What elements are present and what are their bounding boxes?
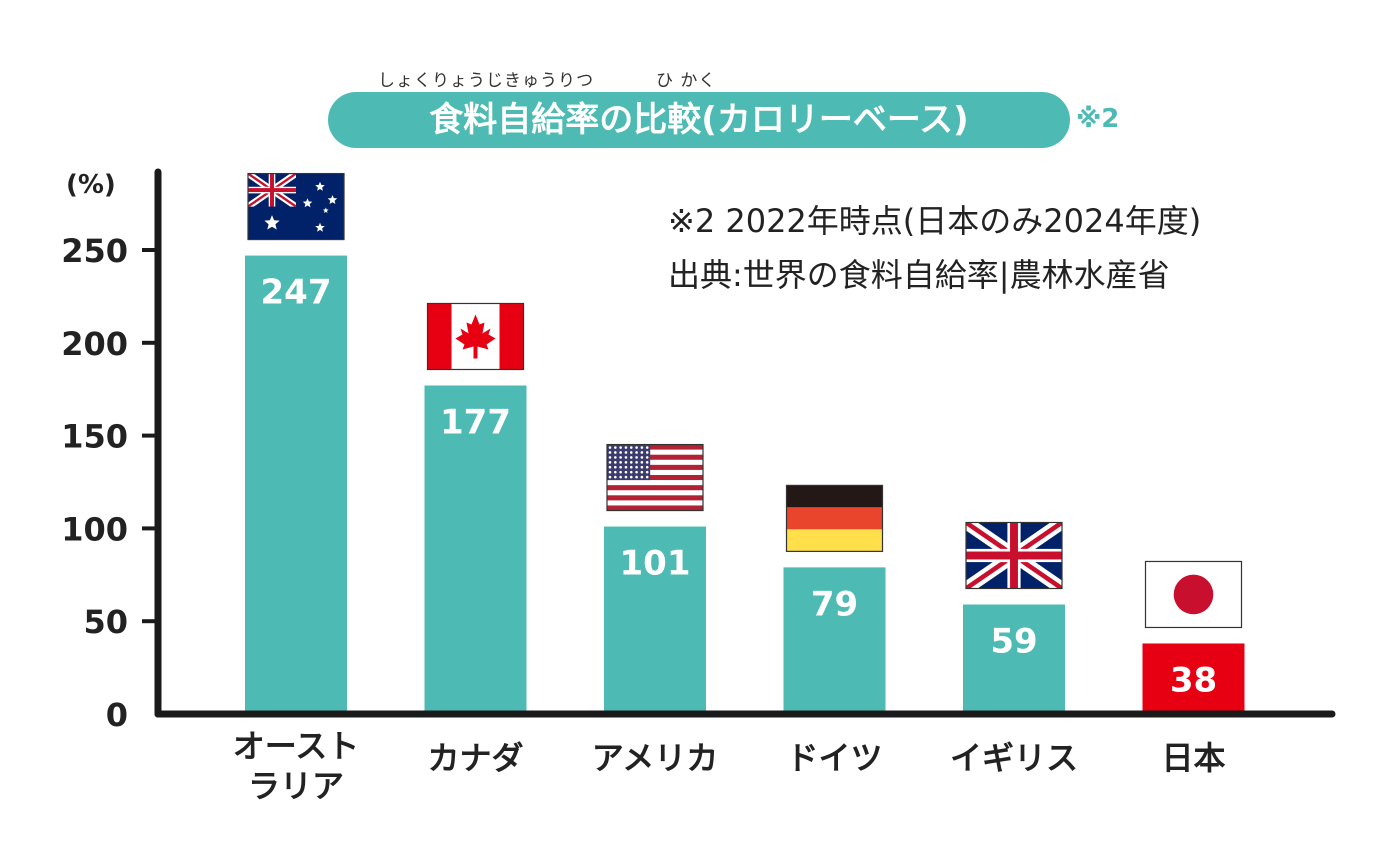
australia-flag-icon	[247, 172, 345, 241]
bar-3	[783, 567, 886, 714]
bar-1	[424, 385, 527, 714]
usa-flag-icon	[606, 443, 704, 512]
bar-2	[604, 526, 706, 714]
y-tick-label-3: 150	[61, 418, 128, 456]
y-axis-unit-label: (%)	[66, 170, 116, 200]
bar-value-label-4: 59	[990, 621, 1037, 661]
bar-value-label-1: 177	[440, 402, 511, 442]
chart-title-pill	[328, 92, 1070, 148]
x-category-label-3: ドイツ	[786, 739, 883, 777]
x-category-label-4: イギリス	[949, 739, 1078, 777]
germany-flag-icon	[785, 484, 884, 552]
bar-value-label-5: 38	[1170, 660, 1217, 700]
y-tick-label-0: 0	[106, 696, 128, 734]
bar-value-label-0: 247	[261, 273, 332, 313]
x-category-label-5: 日本	[1161, 739, 1226, 777]
japan-flag-icon	[1144, 560, 1243, 629]
bar-value-label-2: 101	[620, 544, 691, 584]
y-tick-label-5: 250	[61, 232, 128, 270]
title-furigana-right: ひ かく	[656, 71, 717, 91]
x-category-label-0: オースト ラリア	[232, 727, 360, 805]
uk-flag-icon	[965, 521, 1063, 590]
bar-5	[1142, 643, 1245, 714]
y-tick-label-2: 100	[61, 510, 128, 548]
note-reference-year: ※2 2022年時点(日本のみ2024年度)	[668, 202, 1202, 240]
bar-value-label-3: 79	[811, 584, 858, 624]
title-note-mark: ※2	[1076, 104, 1120, 134]
bar-0	[245, 255, 347, 714]
chart-title: 食料自給率の比較(カロリーベース)	[429, 100, 969, 140]
y-tick-label-1: 50	[83, 603, 128, 641]
x-category-label-1: カナダ	[427, 739, 524, 777]
x-category-label-2: アメリカ	[591, 739, 719, 777]
note-source: 出典:世界の食料自給率|農林水産省	[668, 256, 1170, 294]
bar-4	[963, 604, 1065, 714]
canada-flag-icon	[426, 302, 525, 371]
y-tick-label-4: 200	[61, 325, 128, 363]
title-furigana-left: しょくりょうじきゅうりつ	[378, 71, 595, 91]
